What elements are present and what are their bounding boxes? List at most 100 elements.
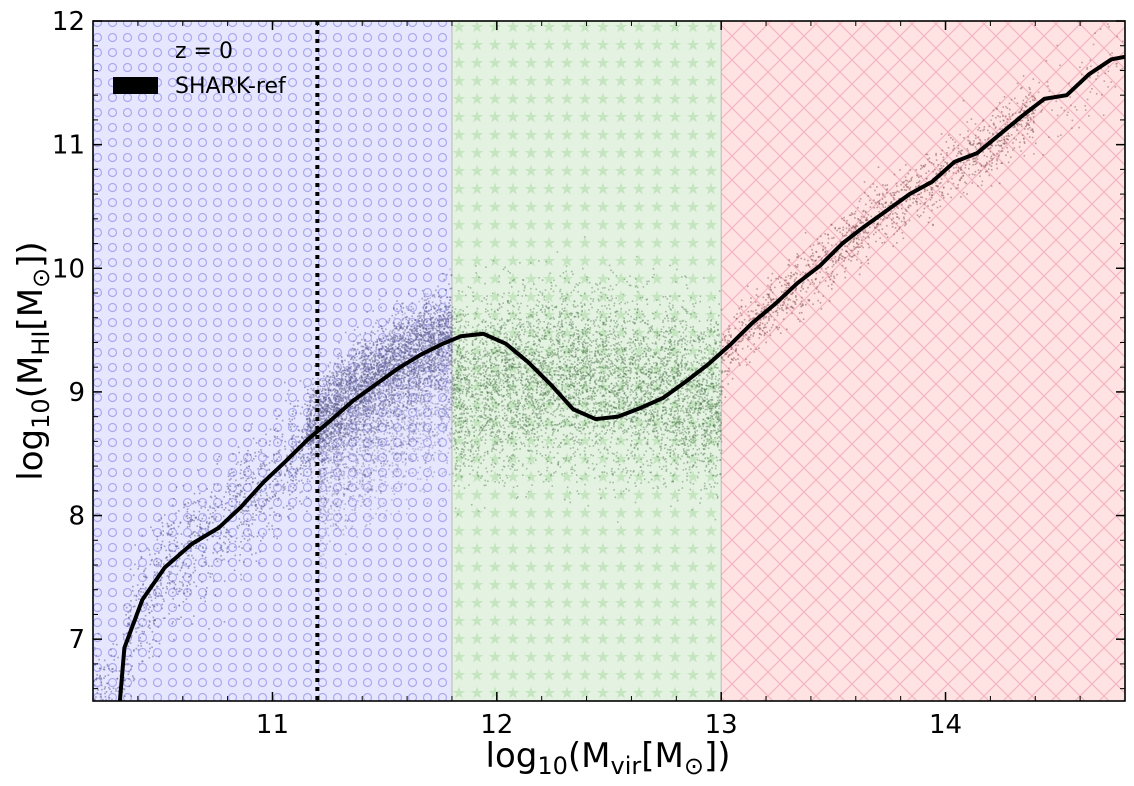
scatter-point xyxy=(417,366,419,369)
scatter-point xyxy=(144,576,147,579)
scatter-point xyxy=(150,610,153,612)
scatter-point xyxy=(414,397,416,400)
scatter-point xyxy=(138,626,140,629)
scatter-point xyxy=(377,359,379,362)
scatter-point xyxy=(356,326,359,328)
scatter-point xyxy=(369,400,372,403)
scatter-point xyxy=(284,448,287,450)
scatter-point xyxy=(276,480,279,483)
scatter-point xyxy=(426,354,428,356)
scatter-point xyxy=(420,333,423,336)
scatter-point xyxy=(251,523,254,525)
scatter-point xyxy=(189,575,191,578)
scatter-point xyxy=(196,532,198,534)
scatter-point xyxy=(159,531,162,534)
scatter-point xyxy=(271,528,274,530)
scatter-point xyxy=(296,482,298,485)
scatter-point xyxy=(404,416,406,418)
scatter-point xyxy=(363,434,365,436)
scatter-point xyxy=(160,517,163,520)
scatter-point xyxy=(107,720,109,722)
scatter-point xyxy=(252,513,254,515)
scatter-point xyxy=(193,581,195,584)
scatter-point xyxy=(424,377,426,380)
scatter-point xyxy=(343,403,346,405)
scatter-point xyxy=(314,382,316,384)
scatter-point xyxy=(370,382,372,384)
scatter-point xyxy=(412,419,415,422)
scatter-point xyxy=(396,308,398,310)
scatter-point xyxy=(422,341,425,344)
scatter-point xyxy=(322,398,325,400)
scatter-point xyxy=(332,374,335,377)
scatter-point xyxy=(346,381,348,383)
scatter-point xyxy=(360,429,362,432)
scatter-point xyxy=(337,438,340,441)
scatter-point xyxy=(450,427,453,430)
scatter-point xyxy=(312,424,315,426)
scatter-point xyxy=(396,380,399,382)
scatter-point xyxy=(416,333,418,335)
scatter-point xyxy=(398,379,400,381)
scatter-point xyxy=(393,360,396,362)
scatter-point xyxy=(451,310,453,312)
scatter-point xyxy=(148,643,151,645)
scatter-point xyxy=(417,365,420,368)
scatter-point xyxy=(398,338,401,340)
scatter-point xyxy=(160,543,163,546)
scatter-point xyxy=(397,340,400,342)
scatter-point xyxy=(393,457,396,460)
scatter-point xyxy=(334,446,336,449)
scatter-point xyxy=(140,608,142,611)
scatter-point xyxy=(244,496,247,498)
scatter-point xyxy=(360,391,363,393)
scatter-point xyxy=(407,436,410,438)
scatter-point xyxy=(419,311,421,314)
scatter-point xyxy=(410,394,413,397)
scatter-point xyxy=(115,670,118,672)
scatter-point xyxy=(423,322,425,325)
scatter-point xyxy=(352,361,354,364)
scatter-point xyxy=(363,388,365,391)
scatter-point xyxy=(434,308,436,310)
scatter-point xyxy=(345,416,348,419)
scatter-point xyxy=(286,470,288,472)
scatter-point xyxy=(223,496,225,498)
scatter-point xyxy=(434,339,436,342)
scatter-point xyxy=(130,635,133,637)
scatter-point xyxy=(333,459,335,462)
scatter-point xyxy=(360,412,362,415)
scatter-point xyxy=(141,630,144,633)
scatter-point xyxy=(415,381,418,384)
scatter-point xyxy=(137,644,140,647)
scatter-point xyxy=(356,366,359,369)
scatter-point xyxy=(348,412,351,414)
scatter-point xyxy=(402,367,404,370)
scatter-point xyxy=(143,678,146,681)
scatter-point xyxy=(360,388,363,391)
scatter-point xyxy=(153,564,156,566)
scatter-point xyxy=(323,388,326,390)
scatter-point xyxy=(223,621,226,623)
scatter-point xyxy=(431,326,434,329)
scatter-point xyxy=(352,385,355,387)
scatter-point xyxy=(233,569,236,572)
scatter-point xyxy=(375,362,378,364)
scatter-point xyxy=(354,405,356,408)
scatter-point xyxy=(388,382,391,385)
scatter-point xyxy=(341,403,343,406)
scatter-point xyxy=(100,743,102,745)
scatter-point xyxy=(347,384,349,387)
scatter-point xyxy=(444,355,446,358)
scatter-point xyxy=(424,324,427,326)
scatter-point xyxy=(259,463,262,465)
scatter-point xyxy=(331,413,334,416)
scatter-point xyxy=(208,565,210,567)
scatter-point xyxy=(247,449,249,452)
scatter-point xyxy=(380,325,383,328)
scatter-point xyxy=(383,381,386,384)
scatter-point xyxy=(419,377,421,380)
scatter-point xyxy=(307,443,309,446)
scatter-point xyxy=(310,471,313,473)
scatter-point xyxy=(98,658,100,661)
